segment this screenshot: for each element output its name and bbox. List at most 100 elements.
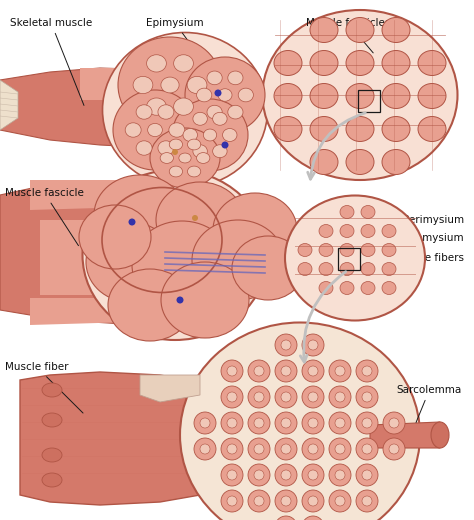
Ellipse shape <box>132 221 232 309</box>
Ellipse shape <box>382 150 410 175</box>
Ellipse shape <box>361 225 375 238</box>
Circle shape <box>227 470 237 480</box>
Ellipse shape <box>192 220 284 300</box>
Ellipse shape <box>310 50 338 75</box>
Circle shape <box>254 496 264 506</box>
Circle shape <box>227 496 237 506</box>
Circle shape <box>329 438 351 460</box>
Ellipse shape <box>228 105 243 119</box>
Circle shape <box>362 418 372 428</box>
Circle shape <box>275 438 297 460</box>
Ellipse shape <box>238 88 254 102</box>
Text: Sarcolemma: Sarcolemma <box>397 385 462 422</box>
Ellipse shape <box>160 152 173 163</box>
Circle shape <box>275 464 297 486</box>
Polygon shape <box>0 80 18 130</box>
Ellipse shape <box>232 236 304 300</box>
Text: Perimysium: Perimysium <box>333 215 464 232</box>
Polygon shape <box>140 375 200 402</box>
Ellipse shape <box>346 150 374 175</box>
Circle shape <box>172 149 178 155</box>
Circle shape <box>356 464 378 486</box>
Ellipse shape <box>319 281 333 294</box>
Ellipse shape <box>382 225 396 238</box>
Ellipse shape <box>187 166 201 177</box>
Circle shape <box>389 444 399 454</box>
Polygon shape <box>30 298 200 325</box>
Ellipse shape <box>108 269 192 341</box>
Circle shape <box>389 418 399 428</box>
Bar <box>338 248 360 270</box>
Circle shape <box>275 334 297 356</box>
Ellipse shape <box>310 150 338 175</box>
Ellipse shape <box>133 76 153 94</box>
Ellipse shape <box>213 193 297 267</box>
Ellipse shape <box>193 112 207 125</box>
Ellipse shape <box>180 322 420 520</box>
Circle shape <box>302 516 324 520</box>
Circle shape <box>200 418 210 428</box>
Circle shape <box>221 412 243 434</box>
Circle shape <box>281 496 291 506</box>
Circle shape <box>248 464 270 486</box>
Polygon shape <box>20 372 200 505</box>
Circle shape <box>335 496 345 506</box>
Ellipse shape <box>382 50 410 75</box>
Ellipse shape <box>340 225 354 238</box>
Polygon shape <box>0 68 160 148</box>
Ellipse shape <box>136 141 152 155</box>
Circle shape <box>194 438 216 460</box>
Circle shape <box>221 360 243 382</box>
Circle shape <box>227 418 237 428</box>
Circle shape <box>308 470 318 480</box>
Ellipse shape <box>346 50 374 75</box>
Text: Muscle fiber: Muscle fiber <box>5 362 83 413</box>
Circle shape <box>275 490 297 512</box>
Ellipse shape <box>346 84 374 109</box>
Ellipse shape <box>183 128 198 141</box>
Ellipse shape <box>197 88 212 102</box>
Circle shape <box>281 418 291 428</box>
Ellipse shape <box>94 175 186 255</box>
Ellipse shape <box>382 281 396 294</box>
Ellipse shape <box>102 33 267 188</box>
Ellipse shape <box>340 243 354 256</box>
Ellipse shape <box>361 263 375 276</box>
Ellipse shape <box>274 116 302 141</box>
Ellipse shape <box>173 55 193 72</box>
Ellipse shape <box>340 205 354 218</box>
Circle shape <box>335 470 345 480</box>
Ellipse shape <box>382 263 396 276</box>
Polygon shape <box>225 228 410 290</box>
Circle shape <box>275 360 297 382</box>
Ellipse shape <box>340 263 354 276</box>
Circle shape <box>248 386 270 408</box>
Circle shape <box>308 392 318 402</box>
Ellipse shape <box>382 243 396 256</box>
Ellipse shape <box>319 263 333 276</box>
Ellipse shape <box>79 205 151 269</box>
Ellipse shape <box>42 383 62 397</box>
Circle shape <box>362 392 372 402</box>
Ellipse shape <box>185 57 265 133</box>
Circle shape <box>356 412 378 434</box>
Circle shape <box>335 444 345 454</box>
Circle shape <box>335 392 345 402</box>
Circle shape <box>329 490 351 512</box>
Text: Muscle fascicle: Muscle fascicle <box>5 188 84 245</box>
Ellipse shape <box>418 116 446 141</box>
Ellipse shape <box>298 243 312 256</box>
Circle shape <box>194 412 216 434</box>
Circle shape <box>362 366 372 376</box>
Ellipse shape <box>228 71 243 85</box>
Circle shape <box>302 490 324 512</box>
Ellipse shape <box>222 128 237 141</box>
Ellipse shape <box>361 205 375 218</box>
Circle shape <box>329 360 351 382</box>
Ellipse shape <box>418 84 446 109</box>
Ellipse shape <box>82 170 267 340</box>
Circle shape <box>248 412 270 434</box>
Circle shape <box>221 386 243 408</box>
Circle shape <box>281 340 291 350</box>
Circle shape <box>308 444 318 454</box>
